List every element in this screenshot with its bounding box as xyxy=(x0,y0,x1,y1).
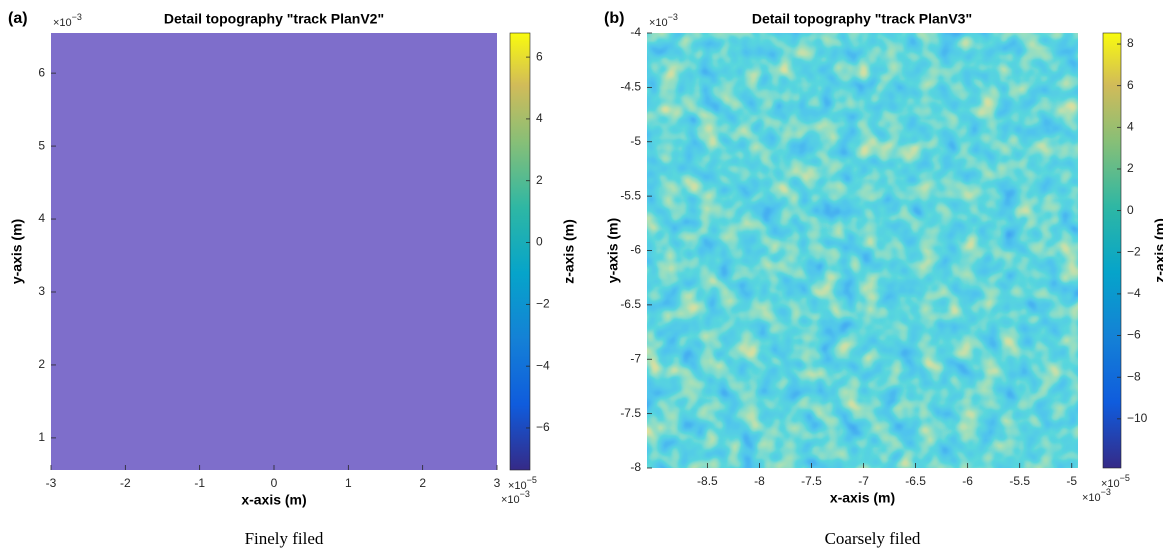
multiplier-exponent: −3 xyxy=(668,12,678,22)
multiplier-exponent: −5 xyxy=(1120,473,1130,483)
multiplier-base: ×10 xyxy=(1101,478,1120,490)
multiplier-exponent: −3 xyxy=(72,12,82,22)
panel-label: (a) xyxy=(8,10,28,27)
axis-multiplier: ×10−3 xyxy=(1082,487,1111,504)
x-tick-label: -8.5 xyxy=(697,474,718,488)
x-tick-label: -6 xyxy=(962,474,973,488)
chart-title: Detail topography "track PlanV3" xyxy=(752,11,972,27)
x-tick-label: -3 xyxy=(46,476,57,490)
x-tick-label: -2 xyxy=(120,476,131,490)
colorbar-tick-label: 2 xyxy=(536,173,543,187)
y-tick-label: -7 xyxy=(630,351,641,365)
y-axis-label: y-axis (m) xyxy=(9,219,25,284)
x-axis-label: x-axis (m) xyxy=(241,492,306,508)
x-tick-label: 3 xyxy=(494,476,501,490)
x-tick-label: -7.5 xyxy=(801,474,822,488)
x-tick-label: -1 xyxy=(194,476,205,490)
x-tick-label: 2 xyxy=(419,476,426,490)
multiplier-base: ×10 xyxy=(649,17,668,29)
y-tick-label: -8 xyxy=(630,460,641,474)
x-tick-label: 1 xyxy=(345,476,352,490)
y-tick-label: -4.5 xyxy=(620,80,641,94)
colorbar-tick-label: 8 xyxy=(1127,36,1134,50)
colorbar-tick-label: −2 xyxy=(1127,244,1141,258)
axis-multiplier: ×10−5 xyxy=(1101,473,1130,490)
multiplier-base: ×10 xyxy=(501,494,520,506)
multiplier-exponent: −5 xyxy=(527,475,537,485)
y-tick-label: 6 xyxy=(38,65,45,79)
colorbar-tick-label: 0 xyxy=(1127,203,1134,217)
colorbar-tick-label: 6 xyxy=(536,49,543,63)
heatmap-surface xyxy=(647,33,1078,468)
multiplier-base: ×10 xyxy=(1082,492,1101,504)
y-tick-label: -7.5 xyxy=(620,406,641,420)
axis-multiplier: ×10−3 xyxy=(501,489,530,506)
panel-label: (b) xyxy=(604,10,624,27)
colorbar-label: z-axis (m) xyxy=(561,219,577,284)
x-tick-label: -5.5 xyxy=(1009,474,1030,488)
caption: Coarsely filed xyxy=(825,529,921,548)
colorbar-tick-label: −2 xyxy=(536,297,550,311)
x-tick-label: -7 xyxy=(858,474,869,488)
axis-multiplier: ×10−3 xyxy=(649,12,678,29)
colorbar-tick-label: 4 xyxy=(1127,120,1134,134)
colorbar-tick-label: −10 xyxy=(1127,411,1148,425)
x-axis-label: x-axis (m) xyxy=(830,490,895,506)
y-tick-label: -5 xyxy=(630,134,641,148)
x-tick-label: -8 xyxy=(754,474,765,488)
x-tick-label: -6.5 xyxy=(905,474,926,488)
y-tick-label: -4 xyxy=(630,25,641,39)
y-tick-label: -6.5 xyxy=(620,297,641,311)
colorbar-tick-label: −6 xyxy=(1127,328,1141,342)
colorbar-tick-label: −6 xyxy=(536,420,550,434)
colorbar-tick-label: −4 xyxy=(1127,286,1141,300)
multiplier-base: ×10 xyxy=(508,480,527,492)
heatmap-surface xyxy=(51,33,497,470)
colorbar-tick-label: −4 xyxy=(536,358,550,372)
colorbar xyxy=(509,32,531,471)
colorbar-label: z-axis (m) xyxy=(1152,218,1163,283)
colorbar xyxy=(1102,32,1122,469)
colorbar-tick-label: 0 xyxy=(536,235,543,249)
colorbar-tick-label: 2 xyxy=(1127,161,1134,175)
y-tick-label: 4 xyxy=(38,211,45,225)
y-tick-label: -5.5 xyxy=(620,188,641,202)
colorbar-tick-label: 6 xyxy=(1127,78,1134,92)
y-tick-label: 2 xyxy=(38,357,45,371)
chart-title: Detail topography "track PlanV2" xyxy=(164,11,384,27)
colorbar-tick-label: −8 xyxy=(1127,369,1141,383)
axis-multiplier: ×10−3 xyxy=(53,12,82,29)
y-tick-label: -6 xyxy=(630,243,641,257)
y-tick-label: 3 xyxy=(38,284,45,298)
y-tick-label: 5 xyxy=(38,138,45,152)
x-tick-label: -5 xyxy=(1066,474,1077,488)
multiplier-exponent: −3 xyxy=(520,489,530,499)
multiplier-exponent: −3 xyxy=(1101,487,1111,497)
x-tick-label: 0 xyxy=(271,476,278,490)
multiplier-base: ×10 xyxy=(53,17,72,29)
y-tick-label: 1 xyxy=(38,430,45,444)
axis-multiplier: ×10−5 xyxy=(508,475,537,492)
caption: Finely filed xyxy=(245,529,324,548)
colorbar-tick-label: 4 xyxy=(536,111,543,125)
y-axis-label: y-axis (m) xyxy=(605,218,621,283)
